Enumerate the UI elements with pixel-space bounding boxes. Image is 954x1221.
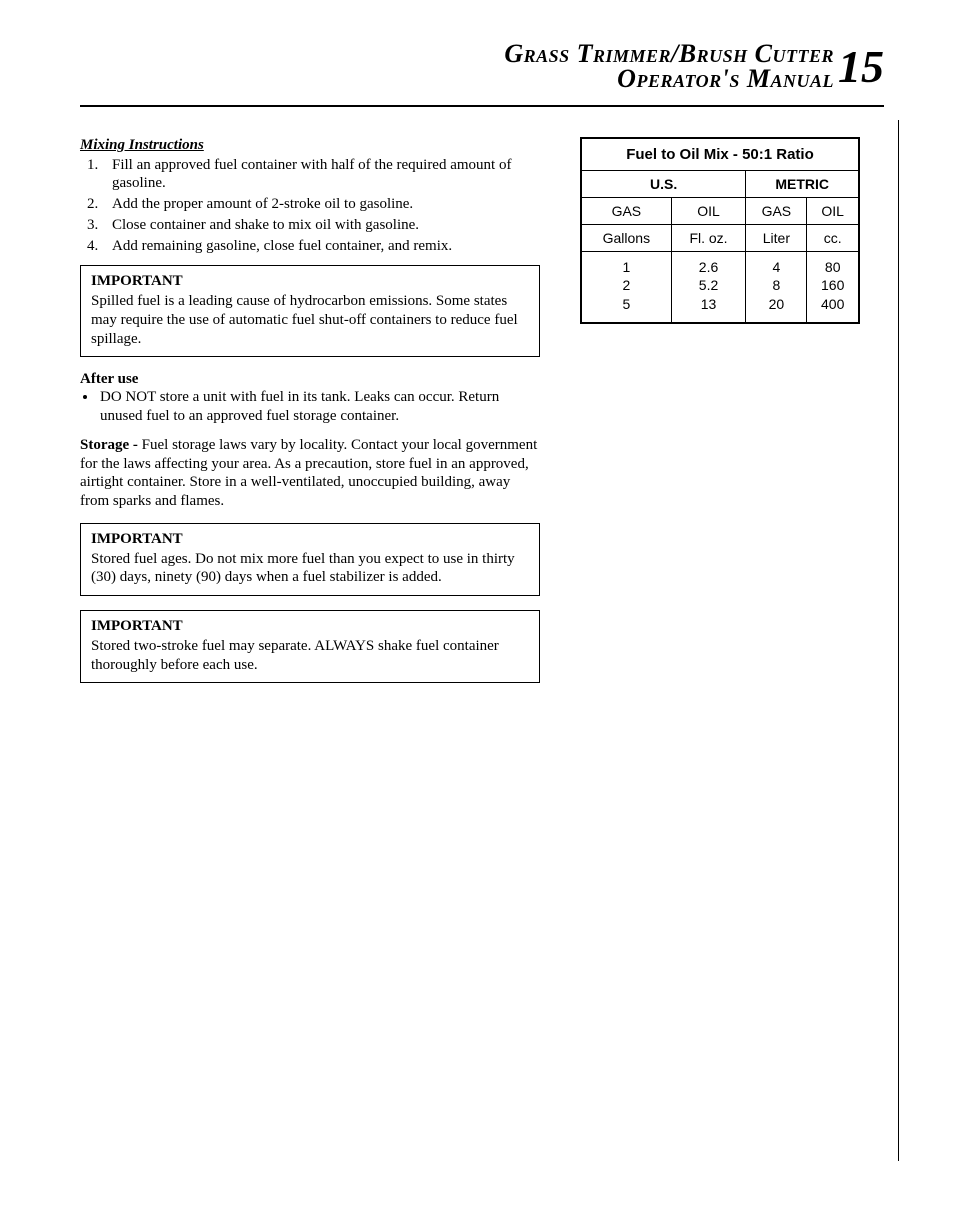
after-use-title: After use — [80, 371, 540, 388]
unit-us-oil: Fl. oz. — [671, 224, 746, 251]
header-line-1: Grass Trimmer/Brush Cutter — [80, 40, 834, 67]
storage-paragraph: Storage - Fuel storage laws vary by loca… — [80, 436, 540, 511]
col-metric-gas: GAS — [746, 197, 807, 224]
table-us-label: U.S. — [581, 170, 746, 197]
storage-lead: Storage - — [80, 437, 142, 453]
table-row-values: 125 2.65.213 4820 80160400 — [581, 251, 859, 323]
table-row-system: U.S. METRIC — [581, 170, 859, 197]
col-us-oil: OIL — [671, 197, 746, 224]
unit-metric-oil: cc. — [807, 224, 859, 251]
unit-metric-gas: Liter — [746, 224, 807, 251]
table-row-col-headers: GAS OIL GAS OIL — [581, 197, 859, 224]
important-1-body: Spilled fuel is a leading cause of hydro… — [91, 292, 529, 348]
table-row-title: Fuel to Oil Mix - 50:1 Ratio — [581, 138, 859, 171]
important-2-body: Stored fuel ages. Do not mix more fuel t… — [91, 550, 529, 588]
right-margin-rule — [898, 120, 899, 1161]
right-column: Fuel to Oil Mix - 50:1 Ratio U.S. METRIC… — [580, 137, 860, 325]
important-box-2: IMPORTANT Stored fuel ages. Do not mix m… — [80, 523, 540, 596]
header-line-2: Operator's Manual — [80, 65, 834, 92]
mixing-title: Mixing Instructions — [80, 137, 540, 154]
table-title: Fuel to Oil Mix - 50:1 Ratio — [581, 138, 859, 171]
col-metric-oil: OIL — [807, 197, 859, 224]
important-box-3: IMPORTANT Stored two-stroke fuel may sep… — [80, 610, 540, 683]
fuel-oil-table: Fuel to Oil Mix - 50:1 Ratio U.S. METRIC… — [580, 137, 860, 325]
important-box-1: IMPORTANT Spilled fuel is a leading caus… — [80, 265, 540, 357]
content-area: Mixing Instructions Fill an approved fue… — [80, 137, 884, 698]
table-row-units: Gallons Fl. oz. Liter cc. — [581, 224, 859, 251]
mixing-step-2: Add the proper amount of 2-stroke oil to… — [102, 195, 540, 214]
page: Grass Trimmer/Brush Cutter Operator's Ma… — [0, 0, 954, 1221]
vals-us-gas: 125 — [581, 251, 671, 323]
after-use-list: DO NOT store a unit with fuel in its tan… — [80, 388, 540, 426]
header-title-block: Grass Trimmer/Brush Cutter Operator's Ma… — [80, 40, 884, 93]
vals-metric-gas: 4820 — [746, 251, 807, 323]
important-2-title: IMPORTANT — [91, 530, 529, 549]
header-rule — [80, 105, 884, 107]
mixing-step-4: Add remaining gasoline, close fuel conta… — [102, 237, 540, 256]
left-column: Mixing Instructions Fill an approved fue… — [80, 137, 540, 698]
table-metric-label: METRIC — [746, 170, 859, 197]
page-header: Grass Trimmer/Brush Cutter Operator's Ma… — [80, 40, 884, 93]
important-1-title: IMPORTANT — [91, 272, 529, 291]
mixing-step-1: Fill an approved fuel container with hal… — [102, 156, 540, 194]
after-use-bullet: DO NOT store a unit with fuel in its tan… — [98, 388, 540, 426]
mixing-step-3: Close container and shake to mix oil wit… — [102, 216, 540, 235]
page-number: 15 — [838, 40, 884, 93]
vals-metric-oil: 80160400 — [807, 251, 859, 323]
vals-us-oil: 2.65.213 — [671, 251, 746, 323]
col-us-gas: GAS — [581, 197, 671, 224]
storage-body: Fuel storage laws vary by locality. Cont… — [80, 437, 537, 509]
important-3-body: Stored two-stroke fuel may separate. ALW… — [91, 637, 529, 675]
important-3-title: IMPORTANT — [91, 617, 529, 636]
unit-us-gas: Gallons — [581, 224, 671, 251]
mixing-steps: Fill an approved fuel container with hal… — [80, 156, 540, 256]
